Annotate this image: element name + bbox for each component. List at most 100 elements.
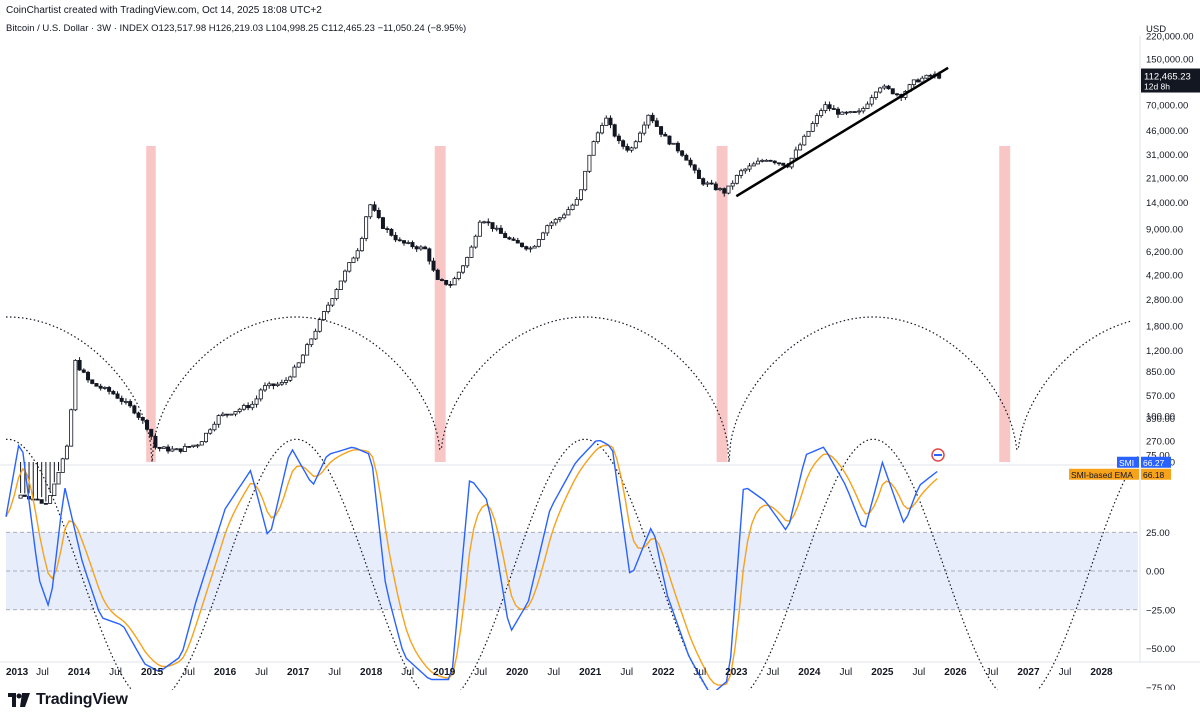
candle-body [376,210,381,219]
price-tick-label: 9,000.00 [1146,225,1183,236]
candle-body [246,405,251,409]
bitcoin-chart[interactable]: USD220,000.00150,000.00100,000.0070,000.… [0,0,1200,690]
candle-body [279,381,284,385]
candle-body [612,124,617,137]
candle-body [852,111,857,113]
candle-body [262,385,267,391]
candle-body [793,149,798,159]
symbol-name[interactable]: Bitcoin / U.S. Dollar · 3W · INDEX [6,23,149,34]
smi-value-badge [1141,456,1171,468]
time-tick-label: Jul [36,667,49,678]
candle-body [621,140,626,147]
ema-legend-label: SMI-based EMA [1071,470,1133,480]
price-tick-label: 1,200.00 [1146,346,1183,357]
candle-body [482,221,487,224]
candle-body [452,278,457,286]
candle-body [393,234,398,241]
candle-body [157,446,162,449]
candle-body [380,217,385,229]
candle-body [553,218,558,224]
candle-body [667,135,672,145]
candle-body [90,379,95,384]
candle-body [166,446,171,452]
time-tick-label: 2026 [944,667,967,678]
ema-legend-box [1069,468,1139,480]
candle-body [675,142,680,152]
candle-body [924,74,929,79]
time-tick-label: 2017 [287,667,310,678]
candle-body [473,235,478,248]
candle-body [317,319,322,332]
candle-body [69,409,74,447]
candle-body [182,446,187,452]
candle-body [267,383,272,387]
candle-body [616,135,621,142]
candle-body [873,91,878,99]
ema-value: 66.18 [1143,470,1165,480]
smi-legend-box [1117,456,1139,468]
cycle-band [434,146,446,462]
time-tick-label: 2019 [433,667,456,678]
smi-tick-label: −50.00 [1146,644,1175,655]
tradingview-logo[interactable]: TradingView [8,690,128,710]
candle-body [385,228,390,230]
candle-body [410,242,415,248]
candle-body [583,170,588,191]
candle-body [102,387,107,389]
time-tick-label: Jul [182,667,195,678]
candle-body [705,182,710,185]
candle-body [637,132,642,143]
candle-body [216,415,221,425]
trend-line [735,66,949,198]
candle-body [844,111,849,114]
candle-body [680,150,685,156]
candle-body [755,160,760,165]
smi-cycle-wave [5,438,1139,690]
candle-body [498,227,503,234]
candle-body [819,110,824,117]
candle-body [734,174,739,184]
candle-body [760,159,765,162]
candle-body [149,428,154,437]
candle-body [768,159,773,162]
time-tick-label: Jul [1059,667,1072,678]
candle-body [123,401,128,403]
smi-tick-label: −75.00 [1146,683,1175,690]
candle-body [625,145,630,151]
candle-body [296,362,301,368]
candle-body [857,110,862,113]
time-tick-label: 2027 [1017,667,1040,678]
candle-body [52,483,57,496]
candle-body [402,240,407,244]
tradingview-logo-icon [8,693,30,707]
candle-body [288,376,293,381]
price-tick-label: 6,200.00 [1146,247,1183,258]
time-tick-label: Jul [839,667,852,678]
candle-body [894,93,899,96]
candle-body [718,188,723,191]
candle-body [840,111,845,115]
price-tick-label: 2,800.00 [1146,295,1183,306]
candle-body [713,183,718,191]
price-tick-label: 14,000.00 [1146,198,1188,209]
candle-body [98,385,103,389]
candle-body [397,239,402,242]
candle-body [528,247,533,250]
candle-body [461,265,466,273]
candle-body [520,242,525,247]
candle-body [233,411,238,415]
time-tick-label: Jul [328,667,341,678]
candle-body [334,289,339,299]
candle-body [692,164,697,171]
current-price-badge [1141,68,1200,93]
candle-body [107,387,112,392]
candle-body [418,246,423,250]
candle-body [541,232,546,240]
candle-body [764,159,769,162]
candle-body [444,279,449,285]
candle-body [562,214,567,219]
candle-body [911,79,916,86]
candle-body [321,311,326,321]
candle-body [43,502,48,505]
ema-value-badge [1141,468,1171,480]
